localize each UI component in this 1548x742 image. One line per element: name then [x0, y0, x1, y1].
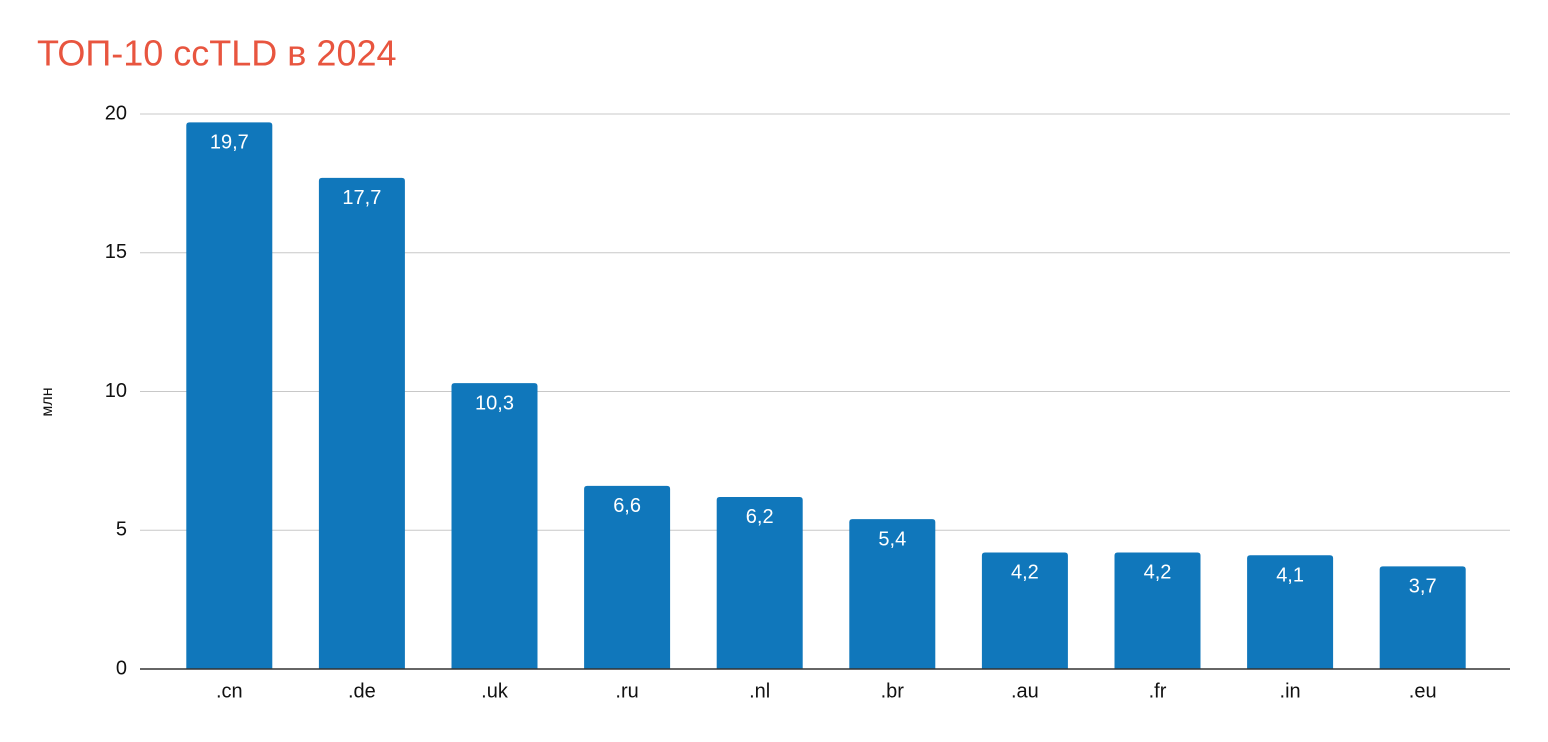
value-label: 4,1 — [1276, 565, 1304, 587]
value-label: 4,2 — [1011, 562, 1039, 584]
x-tick-label: .au — [1011, 680, 1039, 702]
x-tick-label: .eu — [1409, 680, 1437, 702]
x-tick-label: .de — [348, 680, 376, 702]
value-label: 3,7 — [1409, 576, 1437, 598]
value-label: 19,7 — [210, 132, 249, 154]
value-label: 6,2 — [746, 506, 774, 528]
y-axis-label: млн — [39, 387, 56, 416]
x-tick-label: .cn — [216, 680, 243, 702]
bar — [981, 552, 1068, 669]
x-tick-label: .ru — [615, 680, 638, 702]
value-label: 6,6 — [613, 495, 641, 517]
bar — [849, 519, 936, 669]
x-tick-label: .fr — [1149, 680, 1167, 702]
y-tick-label: 10 — [105, 380, 127, 402]
value-label: 5,4 — [878, 528, 906, 550]
value-label: 4,2 — [1144, 562, 1172, 584]
y-tick-label: 15 — [105, 241, 127, 263]
chart-title: ТОП-10 ccTLD в 2024 — [37, 33, 397, 74]
bar — [451, 383, 538, 669]
x-tick-label: .in — [1280, 680, 1301, 702]
y-tick-label: 5 — [116, 519, 127, 541]
bar — [1114, 552, 1201, 669]
bar — [716, 496, 803, 669]
bar — [1379, 566, 1466, 669]
x-tick-label: .nl — [749, 680, 770, 702]
bar — [584, 485, 671, 669]
bar — [186, 122, 273, 669]
x-tick-label: .br — [881, 680, 905, 702]
value-label: 10,3 — [475, 392, 514, 414]
bar — [318, 177, 405, 669]
y-tick-label: 0 — [116, 657, 127, 679]
x-tick-label: .uk — [481, 680, 509, 702]
bar — [1247, 555, 1334, 669]
y-tick-label: 20 — [105, 102, 127, 124]
value-label: 17,7 — [342, 187, 381, 209]
